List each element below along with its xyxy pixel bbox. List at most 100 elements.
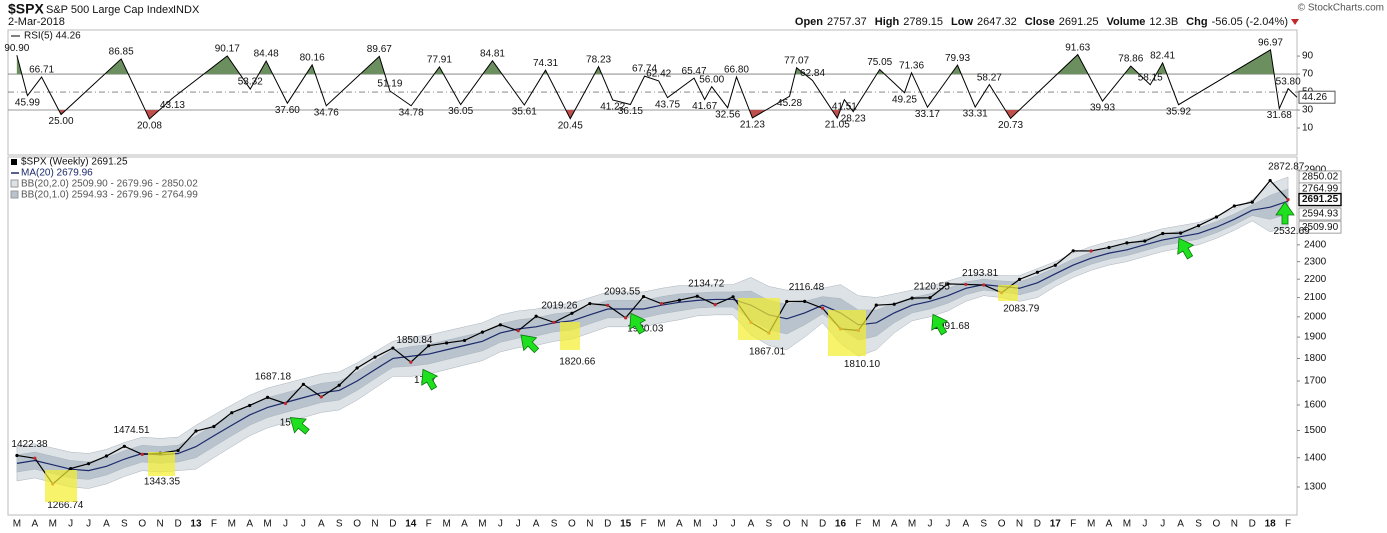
price-annotation: 1687.18 — [255, 372, 292, 383]
arrow — [1275, 201, 1295, 225]
y-tick-label: 1600 — [1304, 400, 1327, 411]
stat-label: Volume — [1107, 16, 1146, 28]
data-label: 58.27 — [977, 72, 1002, 83]
price-annotation: 2120.55 — [914, 281, 951, 292]
price-point — [104, 454, 109, 458]
data-label: 84.48 — [254, 49, 279, 60]
data-label: 45.99 — [15, 97, 40, 108]
x-tick-label: 17 — [1050, 519, 1062, 530]
data-label: 49.25 — [892, 94, 917, 105]
x-tick-label: M — [49, 519, 57, 530]
price-point — [373, 355, 377, 359]
arrow — [931, 313, 949, 336]
y-tick-label: 1400 — [1304, 452, 1327, 463]
price-point — [731, 295, 735, 299]
price-point — [659, 302, 664, 306]
x-tick-label: D — [819, 519, 826, 530]
x-tick-label: A — [318, 519, 325, 530]
price-point — [445, 341, 449, 345]
stats: Open 2757.37 High 2789.15 Low 2647.32 Close 269… — [795, 16, 1288, 28]
data-label: 34.78 — [399, 107, 424, 118]
data-label: 20.73 — [998, 120, 1023, 131]
price-point — [1232, 204, 1236, 208]
arrows — [289, 201, 1295, 435]
stat-label: High — [875, 16, 900, 28]
x-tick-label: S — [980, 519, 987, 530]
legend-swatch — [10, 190, 19, 199]
x-tick-label: M — [1123, 519, 1131, 530]
data-label: 89.67 — [367, 44, 392, 55]
data-label: 37.60 — [275, 105, 300, 116]
data-label: 33.31 — [963, 109, 988, 120]
stat-value: 2757.37 — [827, 16, 867, 28]
price-point — [713, 302, 717, 307]
price-legend: $SPX (Weekly) 2691.25 — [21, 157, 128, 168]
date: 2-Mar-2018 — [8, 16, 65, 28]
price-annotation: 1266.74 — [47, 500, 84, 511]
x-tick-label: A — [1177, 519, 1184, 530]
price-point — [1161, 231, 1165, 236]
price-point — [1179, 231, 1183, 235]
stat-value: 2691.25 — [1059, 16, 1099, 28]
price-line — [16, 179, 1289, 485]
data-label: 28.23 — [841, 113, 866, 124]
price-annotation: 1422.38 — [11, 439, 48, 450]
price-point — [552, 320, 556, 325]
x-tick-label: J — [713, 519, 718, 530]
data-label: 51.19 — [377, 79, 402, 90]
highlight — [738, 298, 780, 340]
price-annotation: 2019.26 — [541, 301, 578, 312]
y-tick-label: 90 — [1302, 51, 1314, 62]
x-tick-label: J — [283, 519, 288, 530]
x-tick-label: F — [211, 519, 217, 530]
data-label: 43.13 — [160, 100, 185, 111]
price-point — [516, 329, 520, 333]
price-point — [695, 294, 699, 298]
y-tick-label: 70 — [1302, 69, 1314, 80]
price-point — [140, 452, 144, 456]
price-point — [910, 296, 914, 300]
ma-line — [16, 200, 1289, 472]
x-tick-label: N — [801, 519, 808, 530]
data-label: 43.75 — [655, 99, 680, 110]
x-tick-label: D — [1249, 519, 1256, 530]
price-point — [928, 296, 932, 300]
x-tick-label: 15 — [620, 519, 632, 530]
x-tick-label: S — [766, 519, 773, 530]
price-point — [265, 395, 270, 399]
data-label: 90.90 — [4, 43, 29, 54]
price-point — [1035, 270, 1040, 274]
x-tick-label: D — [174, 519, 181, 530]
price-annotation: 2872.87 — [1268, 161, 1305, 172]
price-point — [874, 303, 878, 307]
x-tick-label: M — [263, 519, 271, 530]
x-tick-label: S — [336, 519, 343, 530]
legend-entry: BB(20,2.0) 2509.90 - 2679.96 - 2850.02 — [21, 179, 198, 190]
price-point — [570, 311, 574, 315]
x-tick-label: J — [68, 519, 73, 530]
price-point — [86, 462, 91, 466]
highlight — [560, 322, 580, 350]
price-point — [892, 302, 896, 306]
price-point — [1089, 249, 1093, 253]
stat-value: 2647.32 — [977, 16, 1017, 28]
price-annotation: 2116.48 — [789, 282, 825, 293]
price-point — [69, 466, 73, 471]
y-tick-label: 1700 — [1304, 376, 1327, 387]
highlights — [45, 285, 1018, 502]
y-tick-label: 2000 — [1304, 311, 1327, 322]
price-point — [15, 453, 19, 458]
x-tick-label: J — [927, 519, 932, 530]
x-tick-label: M — [478, 519, 486, 530]
x-tick-label: S — [1195, 519, 1202, 530]
rsi-legend: RSI(5) 44.26 — [24, 31, 81, 42]
y-tick-label: 1800 — [1304, 353, 1327, 364]
x-tick-label: M — [872, 519, 880, 530]
x-tick-label: J — [498, 519, 503, 530]
price-annotation: 1474.51 — [113, 425, 150, 436]
price-point — [337, 383, 341, 387]
y-tick-label: 1900 — [1304, 332, 1327, 343]
data-label: 41.51 — [832, 101, 857, 112]
x-tick-label: D — [389, 519, 396, 530]
value-box-label: 2850.02 — [1302, 172, 1339, 183]
